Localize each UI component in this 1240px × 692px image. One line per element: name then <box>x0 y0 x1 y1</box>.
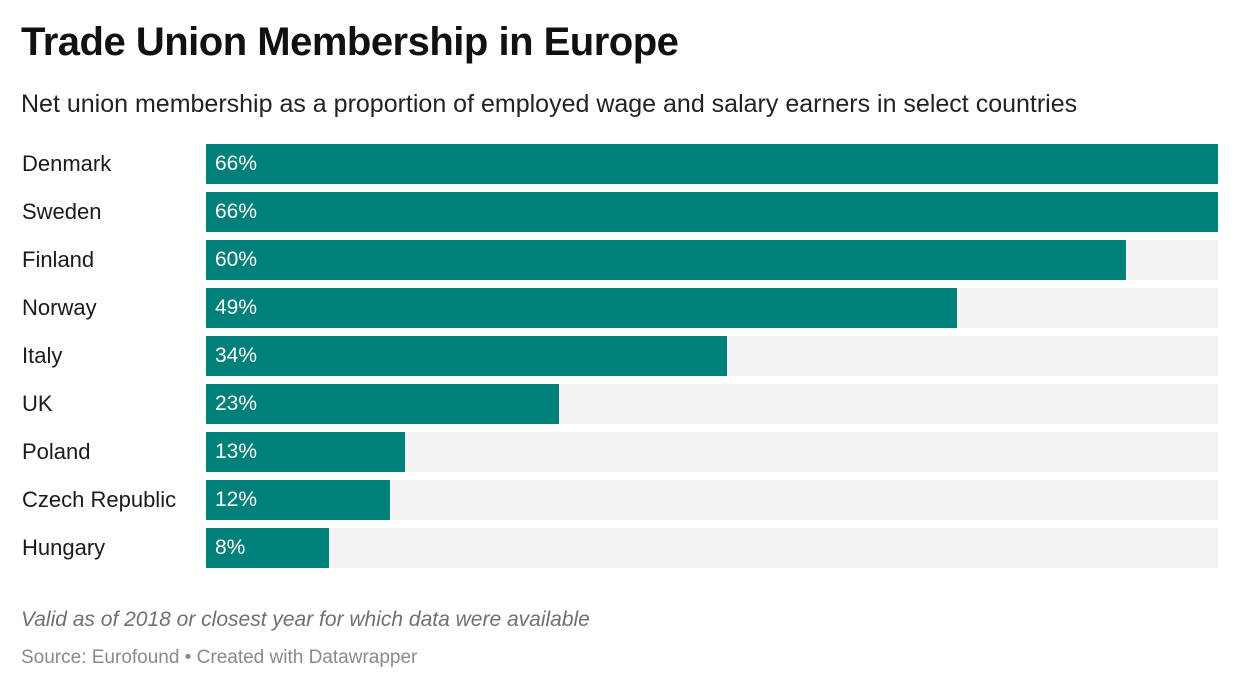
value-label: 8% <box>215 536 246 559</box>
bar-row: Finland 60% <box>0 240 1240 280</box>
bar <box>206 192 1218 232</box>
bar-track: 23% <box>206 384 1218 424</box>
category-label: Denmark <box>22 151 112 176</box>
chart-source: Source: Eurofound • Created with Datawra… <box>21 647 418 668</box>
bar-track: 49% <box>206 288 1218 328</box>
bar-row: UK 23% <box>0 384 1240 424</box>
chart-subtitle: Net union membership as a proportion of … <box>21 90 1078 118</box>
bar-track: 8% <box>206 528 1218 568</box>
value-label: 49% <box>215 296 258 319</box>
bar-track: 66% <box>206 192 1218 232</box>
chart-note: Valid as of 2018 or closest year for whi… <box>21 608 590 631</box>
chart-title: Trade Union Membership in Europe <box>21 20 679 64</box>
value-label: 12% <box>215 488 258 511</box>
bar-row: Denmark 66% <box>0 144 1240 184</box>
bar-row: Sweden 66% <box>0 192 1240 232</box>
value-label: 60% <box>215 248 258 271</box>
bar-track: 34% <box>206 336 1218 376</box>
category-label: Norway <box>22 295 97 320</box>
category-label: Czech Republic <box>22 487 177 512</box>
value-label: 23% <box>215 392 258 415</box>
bar-row: Hungary 8% <box>0 528 1240 568</box>
bar <box>206 144 1218 184</box>
bar-track: 60% <box>206 240 1218 280</box>
bar-row: Norway 49% <box>0 288 1240 328</box>
category-label: Poland <box>22 439 91 464</box>
bar <box>206 336 727 376</box>
bar-row: Poland 13% <box>0 432 1240 472</box>
bar-track: 12% <box>206 480 1218 520</box>
bar <box>206 528 329 568</box>
category-label: Italy <box>22 343 63 368</box>
category-label: Hungary <box>22 535 106 560</box>
bar <box>206 480 390 520</box>
category-label: Finland <box>22 247 95 272</box>
bar <box>206 384 559 424</box>
bar <box>206 432 405 472</box>
bar-chart: Denmark 66% Sweden 66% Finland 60% Norway 49% It… <box>0 144 1240 574</box>
value-label: 13% <box>215 440 258 463</box>
bar-track: 66% <box>206 144 1218 184</box>
bar-row: Czech Republic 12% <box>0 480 1240 520</box>
bar-track: 13% <box>206 432 1218 472</box>
bar-row: Italy 34% <box>0 336 1240 376</box>
value-label: 66% <box>215 200 258 223</box>
category-label: UK <box>22 391 53 416</box>
value-label: 34% <box>215 344 258 367</box>
category-label: Sweden <box>22 199 102 224</box>
value-label: 66% <box>215 152 258 175</box>
bar <box>206 288 957 328</box>
bar <box>206 240 1126 280</box>
